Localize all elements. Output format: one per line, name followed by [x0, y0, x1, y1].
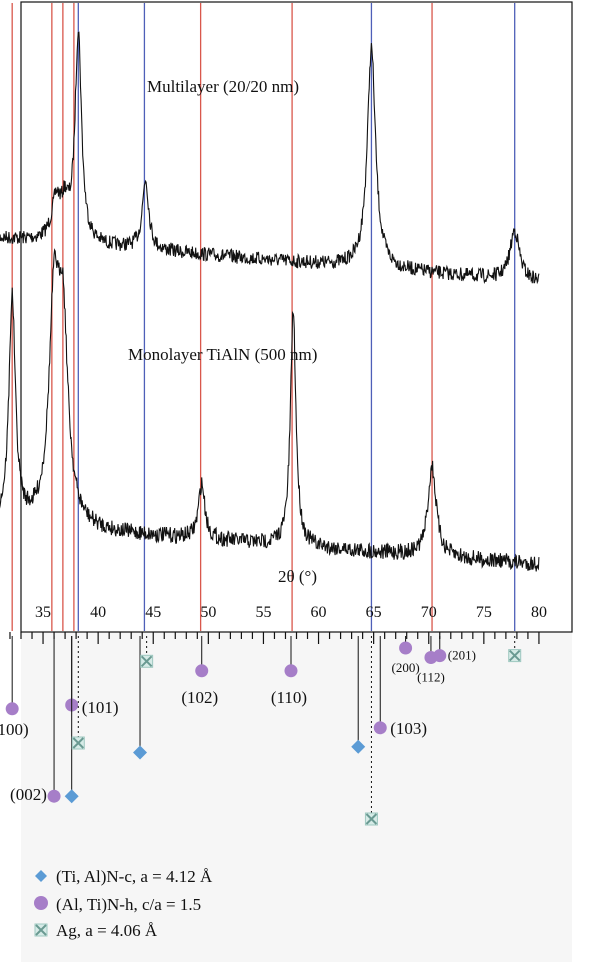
- x-tick-label: 60: [311, 604, 327, 621]
- ag-marker-cross: [508, 649, 521, 662]
- x-tick-label: 50: [200, 604, 216, 621]
- hexagonal-marker: [284, 664, 298, 678]
- x-tick-label: 70: [421, 604, 437, 621]
- reference-lines: [11, 3, 516, 631]
- legend: (Ti, Al)N-c, a = 4.12 Å (Al, Ti)N-h, c/a…: [34, 867, 213, 940]
- hkl-label: (002): [10, 785, 47, 804]
- legend-ag-marker: [34, 923, 48, 937]
- hkl-label: (110): [271, 688, 307, 707]
- x-tick-label: 40: [90, 604, 106, 621]
- x-axis-label: 2θ (°): [278, 567, 317, 586]
- cubic-marker: [133, 745, 148, 760]
- trace-label-monolayer: Monolayer TiAlN (500 nm): [128, 345, 317, 364]
- trace-line-multilayer: [0, 31, 540, 285]
- legend-cubic-diamond: [35, 870, 47, 882]
- x-tick-label: 55: [255, 604, 271, 621]
- x-tick-label: 75: [476, 604, 492, 621]
- legend-cubic-label: (Ti, Al)N-c, a = 4.12 Å: [56, 867, 213, 886]
- x-tick-label: 35: [35, 604, 51, 621]
- hexagonal-marker: [433, 649, 447, 663]
- x-tick-label: 45: [145, 604, 161, 621]
- x-tick-label: 65: [366, 604, 382, 621]
- hkl-label: (200): [392, 660, 420, 675]
- hexagonal-marker: [195, 664, 209, 678]
- hkl-label: (103): [390, 719, 427, 738]
- legend-ag-label: Ag, a = 4.06 Å: [56, 921, 158, 940]
- hkl-label: (101): [82, 698, 119, 717]
- x-axis-ticks: 35 40 45 50 55 60 65 70 75 80: [9, 604, 547, 644]
- legend-hexagonal-label: (Al, Ti)N-h, c/a = 1.5: [56, 895, 201, 914]
- ag-marker-cross: [140, 655, 153, 668]
- hkl-label: (112): [417, 670, 445, 685]
- trace-label-multilayer: Multilayer (20/20 nm): [147, 77, 299, 96]
- x-tick-label: 80: [531, 604, 547, 621]
- reference-markers: (100) (002) (101) (102) (110) (103) (200)(112)…: [0, 636, 522, 826]
- hkl-label: (102): [181, 688, 218, 707]
- diffraction-traces: [0, 31, 540, 572]
- marker-panel-background: [21, 632, 572, 962]
- hexagonal-marker: [373, 721, 387, 735]
- legend-hexagonal-circle: [34, 896, 48, 910]
- hexagonal-marker: [399, 641, 413, 655]
- ag-marker-cross: [72, 737, 85, 749]
- hkl-label: (100): [0, 720, 29, 739]
- trace-labels: Multilayer (20/20 nm) Monolayer TiAlN (5…: [128, 77, 317, 364]
- ag-marker-cross: [365, 813, 378, 825]
- hexagonal-marker: [47, 789, 61, 803]
- cubic-marker: [64, 789, 79, 804]
- hkl-label: (201): [448, 648, 476, 663]
- plot-frame: [20, 1, 573, 633]
- cubic-marker: [351, 739, 366, 754]
- trace-line-monolayer: [0, 248, 540, 572]
- hexagonal-marker: [5, 702, 19, 716]
